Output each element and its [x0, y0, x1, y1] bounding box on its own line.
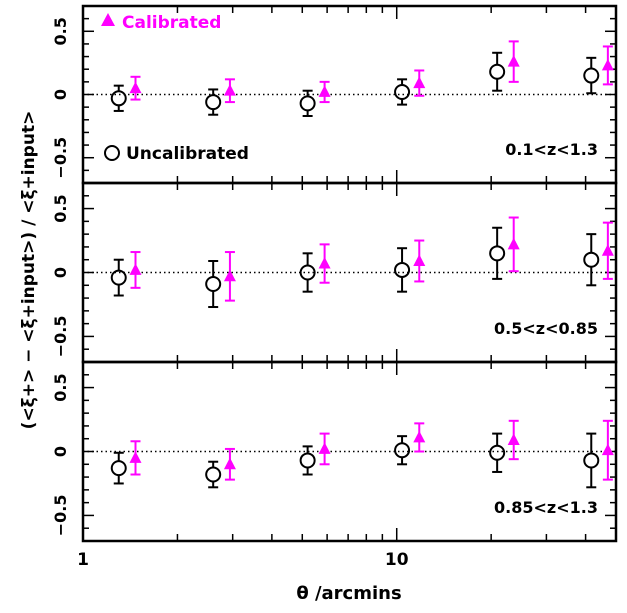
calibrated-series: [129, 40, 614, 104]
calibrated-point: [413, 254, 426, 266]
x-tick-label: 1: [77, 550, 89, 570]
panel-2: 0.5 0 −0.5 0.5<z<0.85: [51, 181, 618, 364]
calibrated-series: [129, 419, 614, 481]
legend-uncalibrated-marker: [104, 145, 120, 161]
uncalibrated-point: [489, 63, 506, 80]
x-tick-label: 10: [385, 550, 409, 570]
panel-label: 0.5<z<0.85: [494, 319, 598, 338]
uncalibrated-series: [110, 432, 600, 489]
calibrated-point: [601, 443, 614, 456]
y-tick-label: 0.5: [51, 373, 70, 401]
uncalibrated-point: [205, 94, 222, 111]
y-axis-label: (<ξ+> − <ξ+input>) / <ξ+input>: [19, 111, 39, 430]
calibrated-point: [507, 237, 520, 250]
uncalibrated-point: [394, 261, 411, 278]
y-tick-label: 0: [51, 446, 70, 457]
uncalibrated-point: [299, 95, 316, 112]
calibrated-point: [318, 442, 331, 454]
legend: Calibrated Uncalibrated: [101, 13, 249, 164]
calibrated-point: [318, 256, 331, 269]
legend-uncalibrated-label: Uncalibrated: [126, 144, 249, 164]
y-tick-label: 0: [51, 267, 70, 278]
calibrated-point: [129, 451, 142, 463]
calibrated-point: [413, 430, 426, 443]
uncalibrated-point: [583, 452, 600, 469]
panel-3: 0.5 0 −0.5 0.85<z<1.3: [51, 360, 618, 543]
legend-calibrated-label: Calibrated: [122, 13, 221, 33]
uncalibrated-point: [583, 251, 600, 268]
uncalibrated-point: [205, 276, 222, 293]
calibrated-series: [129, 216, 614, 302]
calibrated-point: [129, 81, 142, 94]
calibrated-point: [223, 457, 236, 470]
uncalibrated-series: [110, 51, 600, 117]
y-tick-label: 0: [51, 89, 70, 100]
panel-label: 0.1<z<1.3: [505, 140, 598, 159]
calibrated-point: [507, 433, 520, 445]
y-tick-label: −0.5: [51, 137, 70, 179]
uncalibrated-point: [583, 67, 600, 84]
calibrated-point: [129, 263, 142, 275]
panel-label: 0.85<z<1.3: [494, 498, 598, 517]
uncalibrated-point: [110, 460, 127, 477]
calibrated-point: [601, 58, 614, 71]
x-axis-label: θ /arcmins: [296, 583, 401, 604]
uncalibrated-point: [489, 245, 506, 262]
y-tick-label: −0.5: [51, 495, 70, 537]
uncalibrated-point: [299, 264, 316, 281]
legend-calibrated-marker: [101, 13, 115, 26]
uncalibrated-point: [110, 90, 127, 107]
uncalibrated-point: [205, 466, 222, 483]
uncalibrated-series: [110, 226, 600, 309]
uncalibrated-point: [394, 442, 411, 459]
calibrated-point: [601, 244, 614, 256]
y-tick-label: 0.5: [51, 194, 70, 222]
calibrated-point: [223, 269, 236, 282]
uncalibrated-point: [110, 269, 127, 286]
calibrated-point: [223, 84, 236, 96]
calibrated-point: [413, 76, 426, 89]
calibrated-point: [318, 85, 331, 97]
uncalibrated-point: [489, 444, 506, 461]
y-tick-label: 0.5: [51, 17, 70, 45]
uncalibrated-point: [299, 452, 316, 469]
y-tick-label: −0.5: [51, 316, 70, 358]
uncalibrated-point: [394, 83, 411, 100]
calibrated-point: [507, 55, 520, 67]
